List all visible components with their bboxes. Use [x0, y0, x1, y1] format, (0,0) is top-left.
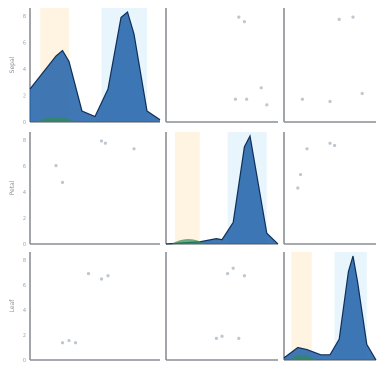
scatter-point	[73, 341, 78, 345]
scatter-point	[305, 147, 309, 151]
y-tick-label: 2	[23, 216, 26, 222]
y-tick-label: 0	[23, 120, 26, 126]
y-axis-label: Leaf	[9, 299, 16, 313]
scatter-point	[242, 20, 246, 24]
y-tick-label: 4	[23, 190, 26, 196]
y-tick-label: 8	[23, 138, 26, 144]
y-tick-label: 6	[23, 164, 26, 170]
density-line-petal	[165, 134, 279, 245]
scatter-point	[99, 277, 104, 281]
y-tick-label: 4	[23, 308, 26, 314]
scatter-point	[237, 15, 241, 19]
scatter-point	[259, 86, 263, 90]
density-line-sepal	[29, 10, 161, 121]
scatter-point	[99, 139, 104, 143]
scatter-point	[333, 143, 337, 148]
scatter-point	[233, 97, 238, 101]
density-area-leaf	[284, 256, 376, 360]
scatter-point	[67, 338, 71, 343]
y-tick-label: 6	[23, 283, 26, 289]
scatter-point	[296, 186, 300, 190]
scatter-point	[265, 103, 269, 107]
scatter-point	[337, 17, 341, 21]
density-area-green	[36, 117, 76, 122]
scatter-point	[54, 164, 58, 168]
density-area-sepal	[30, 12, 160, 122]
scatter-point	[328, 141, 332, 145]
scatter-point	[231, 266, 235, 270]
scatter-point	[328, 99, 332, 104]
y-tick-label: 8	[23, 258, 26, 264]
y-tick-label: 2	[23, 333, 26, 339]
scatter-point	[245, 97, 249, 101]
scatter-point	[86, 272, 91, 276]
y-tick-label: 0	[23, 358, 26, 364]
y-axis-label: Sepal	[9, 56, 16, 73]
scatter-point	[360, 91, 364, 96]
y-tick-label: 6	[23, 41, 26, 47]
y-tick-label: 8	[23, 14, 26, 20]
scatter-point	[242, 274, 246, 278]
scatter-point	[298, 172, 303, 177]
scatter-point	[132, 147, 136, 151]
scatter-point	[103, 141, 107, 145]
y-tick-label: 0	[23, 242, 26, 248]
scatter-point	[106, 274, 110, 278]
scatter-point	[226, 272, 230, 276]
scatter-point	[220, 334, 224, 338]
density-area-green	[171, 239, 206, 244]
scatter-point	[237, 336, 241, 340]
density-line-leaf	[283, 255, 377, 361]
scatter-point	[214, 336, 218, 340]
scatter-point	[351, 15, 355, 19]
y-axis-label: Petal	[9, 180, 16, 195]
scatter-point	[300, 97, 304, 101]
y-tick-label: 2	[23, 94, 26, 100]
scatter-point	[60, 341, 65, 345]
hue-band-orange	[291, 252, 312, 360]
density-area-green	[288, 355, 317, 360]
y-tick-label: 4	[23, 67, 26, 73]
hue-band-orange	[174, 132, 200, 244]
scatter-point	[60, 180, 65, 184]
density-area-petal	[166, 136, 278, 244]
